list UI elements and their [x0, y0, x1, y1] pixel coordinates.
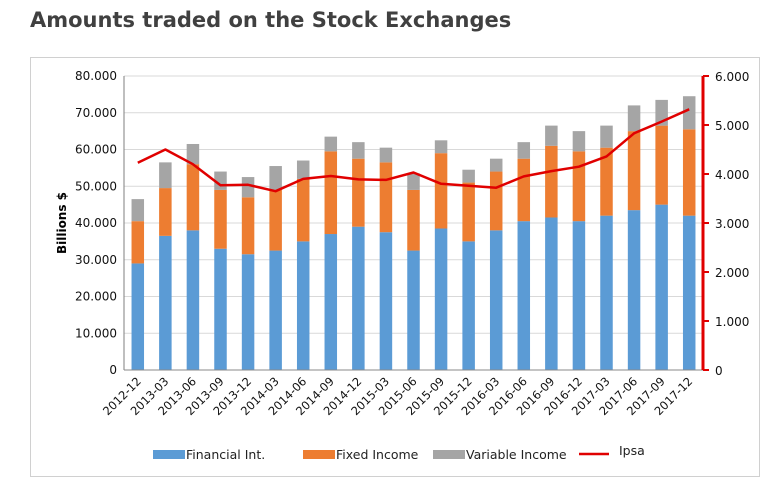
y-right-tick-label: 2.000	[715, 266, 749, 280]
bar-segment-variable-income	[600, 125, 613, 148]
bar-segment-financial-int	[627, 210, 641, 370]
bar-segment-variable-income	[462, 169, 475, 183]
bar-segment-variable-income	[324, 136, 338, 152]
bar-segment-financial-int	[131, 263, 145, 370]
bar-segment-fixed-income	[407, 189, 420, 251]
y-tick-label: 30.000	[75, 253, 117, 267]
legend-swatch-variable-income	[433, 450, 465, 459]
bar-segment-variable-income	[545, 125, 558, 146]
bar-segment-variable-income	[159, 162, 172, 189]
bar-segment-fixed-income	[682, 129, 696, 216]
y-axis-title: Billions $	[55, 192, 69, 254]
bar-segment-variable-income	[269, 166, 282, 190]
bar-segment-financial-int	[379, 232, 393, 370]
bar-segment-financial-int	[600, 215, 613, 370]
y-tick-label: 40.000	[75, 216, 117, 230]
bar-segment-variable-income	[489, 158, 503, 172]
bar-segment-variable-income	[241, 177, 255, 198]
bar-segment-financial-int	[352, 226, 365, 370]
bar-segment-fixed-income	[517, 158, 531, 222]
y-right-tick-label: 3.000	[715, 217, 749, 231]
y-right-tick-label: 1.000	[715, 315, 749, 329]
y-tick-label: 50.000	[75, 179, 117, 193]
legend-label-financial-int: Financial Int.	[186, 447, 265, 462]
bar-segment-variable-income	[186, 143, 200, 165]
legend-swatch-fixed-income	[303, 450, 335, 459]
bar-segment-fixed-income	[131, 221, 145, 264]
bar-segment-fixed-income	[600, 147, 613, 216]
stacked-bar-line-chart: 0 10.000 20.000 30.000 40.000 50.000 60.000 70.…	[55, 69, 749, 462]
bar-segment-fixed-income	[296, 178, 310, 242]
bar-segment-financial-int	[407, 250, 420, 370]
bar-segment-fixed-income	[324, 151, 338, 235]
bar-segment-fixed-income	[214, 189, 227, 249]
bar-segment-variable-income	[517, 142, 531, 159]
bar-segment-financial-int	[545, 217, 558, 370]
bar-segment-fixed-income	[379, 162, 393, 233]
bar-segment-fixed-income	[627, 131, 641, 211]
bar-segment-fixed-income	[269, 189, 282, 251]
bar-segment-variable-income	[572, 131, 586, 152]
y-tick-label: 20.000	[75, 290, 117, 304]
bar-segment-financial-int	[186, 230, 200, 370]
bar-segment-fixed-income	[655, 125, 668, 205]
bar-segment-financial-int	[682, 215, 696, 370]
ipsa-line	[137, 108, 690, 193]
bar-segment-financial-int	[489, 230, 503, 370]
bar-segment-fixed-income	[434, 153, 448, 229]
bar-segment-fixed-income	[545, 145, 558, 218]
bar-segment-financial-int	[214, 248, 227, 370]
y-tick-label: 0	[109, 363, 117, 377]
bar-segment-variable-income	[131, 199, 145, 222]
ipsa-line-layer	[137, 108, 690, 193]
bar-segment-fixed-income	[489, 171, 503, 231]
bar-segment-financial-int	[655, 204, 668, 370]
bar-segment-variable-income	[296, 160, 310, 179]
legend-label-fixed-income: Fixed Income	[336, 447, 419, 462]
legend: Financial Int. Fixed Income Variable Incom…	[153, 443, 645, 462]
y-right-tick-label: 4.000	[715, 168, 749, 182]
chart-frame: 0 10.000 20.000 30.000 40.000 50.000 60.000 70.…	[30, 57, 760, 477]
bar-segment-fixed-income	[159, 188, 172, 236]
y-tick-label: 80.000	[75, 69, 117, 83]
bar-segment-fixed-income	[352, 158, 365, 227]
bar-segment-fixed-income	[572, 151, 586, 222]
bar-segment-variable-income	[627, 105, 641, 132]
bar-segment-financial-int	[462, 241, 475, 370]
legend-swatch-financial-int	[153, 450, 185, 459]
bar-segment-variable-income	[352, 142, 365, 159]
bar-segment-variable-income	[407, 173, 420, 190]
bar-segment-fixed-income	[462, 182, 475, 242]
y-right-tick-label: 0	[715, 364, 723, 378]
y-tick-label: 60.000	[75, 143, 117, 157]
bars	[131, 96, 696, 370]
bar-segment-financial-int	[269, 250, 282, 370]
bar-segment-financial-int	[241, 254, 255, 370]
bar-segment-variable-income	[682, 96, 696, 130]
bar-segment-financial-int	[296, 241, 310, 370]
y-right-tick-label: 5.000	[715, 119, 749, 133]
bar-segment-fixed-income	[241, 197, 255, 255]
legend-label-variable-income: Variable Income	[466, 447, 567, 462]
bar-segment-financial-int	[434, 228, 448, 370]
bar-segment-financial-int	[517, 221, 531, 370]
bar-segment-variable-income	[434, 140, 448, 154]
page-title: Amounts traded on the Stock Exchanges	[30, 8, 512, 32]
y-right-tick-label: 6.000	[715, 70, 749, 84]
bar-segment-financial-int	[159, 235, 172, 370]
legend-label-ipsa: Ipsa	[619, 443, 645, 458]
bar-segment-financial-int	[324, 234, 338, 370]
bar-segment-variable-income	[379, 147, 393, 163]
y-tick-label: 70.000	[75, 106, 117, 120]
bar-segment-fixed-income	[186, 164, 200, 231]
y-tick-label: 10.000	[75, 326, 117, 340]
bar-segment-financial-int	[572, 221, 586, 370]
